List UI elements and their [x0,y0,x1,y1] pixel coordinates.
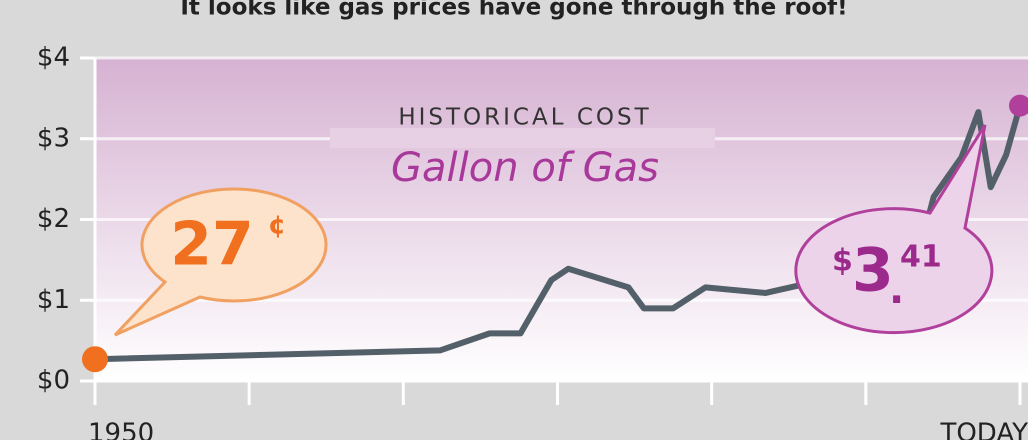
end-point: . [889,267,904,313]
end-dollars: 3 [852,236,894,306]
y-tick-label: $2 [37,204,70,234]
y-tick-label: $4 [37,43,70,73]
end-dot [1009,94,1028,117]
label-backdrop [330,128,715,148]
start-amount: 27 [170,210,254,280]
end-cents: 41 [900,240,942,275]
subtitle: HISTORICAL COST [398,105,651,131]
x-tick-label: 1950 [88,419,154,440]
start-callout [113,187,328,337]
x-tick-label: TODAY [939,419,1028,440]
price-line [94,104,1023,363]
end-callout [794,124,994,335]
start-dot [82,346,108,373]
y-tick-label: $1 [37,285,70,315]
y-tick-label: $3 [37,123,70,153]
y-tick-label: $0 [37,366,70,396]
chart-title: It looks like gas prices have gone throu… [180,0,847,21]
start-unit: ¢ [268,211,286,241]
end-currency: $ [832,244,853,279]
headline: Gallon of Gas [391,145,659,191]
